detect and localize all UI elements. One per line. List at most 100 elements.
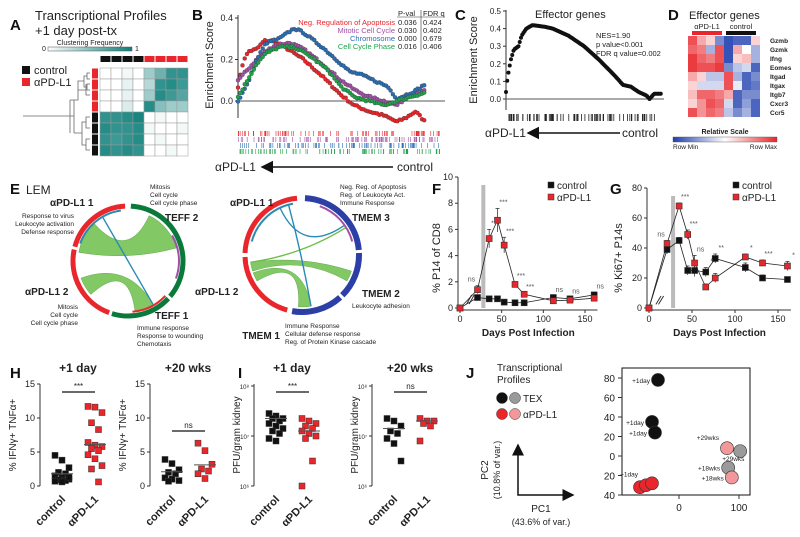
dot-plot-title: +20 wks: [387, 361, 434, 375]
go-term: Cell cycle: [50, 312, 78, 319]
data-point: [702, 283, 710, 291]
es-point-3: [240, 87, 245, 92]
heatmap-cell: [733, 36, 742, 45]
es-point-0: [422, 118, 427, 123]
heatmap-cell: [154, 122, 167, 135]
gsea-stat: p value<0.001: [596, 40, 643, 49]
panel-j-title: Transcriptional: [497, 363, 562, 374]
series-line: [459, 294, 595, 309]
go-term: Neg. Reg. of Apoptosis: [340, 184, 407, 191]
heatmap-cell: [99, 144, 112, 157]
data-point: [95, 478, 102, 486]
heatmap-cell: [715, 63, 724, 72]
significance-label: ***: [681, 194, 689, 201]
es-point-0: [240, 63, 245, 68]
y-tick-label: 5: [140, 447, 145, 457]
data-point: [427, 422, 434, 430]
go-term: Reg. of Protein Kinase cascade: [285, 339, 376, 346]
point-label: +18wks: [702, 475, 725, 482]
data-point: [265, 410, 273, 417]
data-point: [390, 417, 398, 425]
series-line: [648, 239, 788, 309]
y-axis-label: % IFNγ+ TNFα+: [118, 399, 129, 472]
x-tick-label: 100: [727, 314, 742, 324]
es-point-0: [300, 56, 306, 61]
heatmap-cell: [724, 36, 733, 45]
panel-label-i: I: [238, 365, 242, 382]
heatmap-cell: [688, 45, 697, 54]
heatmap-cell: [110, 89, 123, 102]
heatmap-cell: [733, 81, 742, 90]
gene-label: Itgax: [770, 83, 786, 90]
data-point: [272, 422, 280, 430]
legend-label: αPD-L1: [742, 193, 777, 204]
es-point-2: [417, 86, 422, 91]
y-tick-label: 40: [604, 491, 616, 502]
y-axis-label: PFU/gram kidney: [232, 396, 243, 473]
node-label: αPD-L1 2: [25, 287, 69, 298]
data-point: [172, 470, 179, 478]
point-label: +1day: [629, 431, 648, 438]
es-point-3: [238, 90, 243, 96]
significance-label: ns: [657, 232, 665, 239]
point-label: +1day: [620, 471, 639, 478]
legend-marker: [496, 408, 508, 420]
data-point: [201, 475, 209, 482]
es-point: [508, 57, 513, 62]
data-point: [95, 426, 102, 433]
inner-band: [171, 235, 180, 279]
data-point: [691, 259, 698, 267]
y-axis-label: % IFNγ+ TNFα+: [8, 399, 19, 472]
data-point: [711, 274, 719, 282]
legend-marker: [509, 392, 521, 404]
data-point: [675, 202, 683, 210]
heatmap-cell: [165, 122, 178, 135]
heatmap-cell: [742, 36, 751, 45]
data-point: [309, 457, 316, 465]
column-group-bar: [144, 56, 155, 62]
es-point: [510, 53, 515, 57]
data-point: [201, 447, 209, 454]
data-point: [759, 259, 766, 267]
data-point: [265, 435, 273, 442]
y-axis-label: % P14 of CD8: [431, 223, 443, 293]
row-group-bar: [92, 101, 98, 112]
data-point: [500, 241, 508, 249]
heatmap-cell: [715, 81, 724, 90]
data-point: [675, 237, 683, 244]
heatmap-cell: [733, 108, 742, 117]
y-axis-label: % Ki67+ P14s: [613, 223, 625, 293]
gene-label: Ifng: [770, 56, 782, 63]
data-point: [742, 253, 749, 261]
gene-label: Eomes: [770, 65, 792, 72]
point-label: +29wks: [697, 435, 720, 442]
es-point-3: [339, 84, 344, 89]
heatmap-cell: [688, 90, 697, 99]
heatmap-cell: [165, 100, 178, 113]
y-tick-label: 0.4: [220, 13, 233, 23]
go-term: Leukocyte adhesion: [352, 303, 410, 310]
es-point-2: [260, 46, 265, 51]
data-point: [494, 295, 501, 303]
node-label: αPD-L1 1: [230, 198, 274, 209]
pval-header: P-val: [398, 9, 415, 18]
heatmap-cell: [751, 54, 760, 63]
column-group-bar: [166, 56, 177, 62]
pval-value: 0.016: [398, 42, 417, 51]
heatmap-cell: [697, 90, 706, 99]
inner-band: [250, 202, 294, 242]
heatmap-cell: [99, 122, 112, 135]
es-point-3: [256, 60, 261, 65]
segment-apdl1-2: [242, 256, 288, 313]
y-tick-label: 10⁶: [240, 484, 250, 491]
pc2-label: PC2: [480, 460, 491, 480]
es-point-1: [247, 66, 252, 71]
es-point: [505, 78, 510, 83]
pval-value: 0.030: [398, 26, 417, 35]
heatmap-cell: [715, 72, 724, 81]
es-point-0: [343, 95, 348, 100]
legend-label: αPD-L1: [34, 77, 72, 89]
heatmap-cell: [751, 81, 760, 90]
go-term: Cell cycle phase: [31, 320, 79, 327]
heatmap-cell: [733, 45, 742, 54]
